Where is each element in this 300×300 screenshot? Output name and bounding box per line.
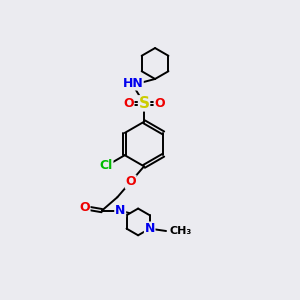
Text: N: N <box>115 204 125 217</box>
Text: O: O <box>125 175 136 188</box>
Text: CH₃: CH₃ <box>169 226 192 236</box>
Text: N: N <box>145 222 155 235</box>
Text: HN: HN <box>122 77 143 90</box>
Text: O: O <box>79 201 90 214</box>
Text: Cl: Cl <box>100 159 113 172</box>
Text: O: O <box>154 97 165 110</box>
Text: O: O <box>123 97 134 110</box>
Text: S: S <box>139 96 150 111</box>
Text: N: N <box>115 204 125 217</box>
